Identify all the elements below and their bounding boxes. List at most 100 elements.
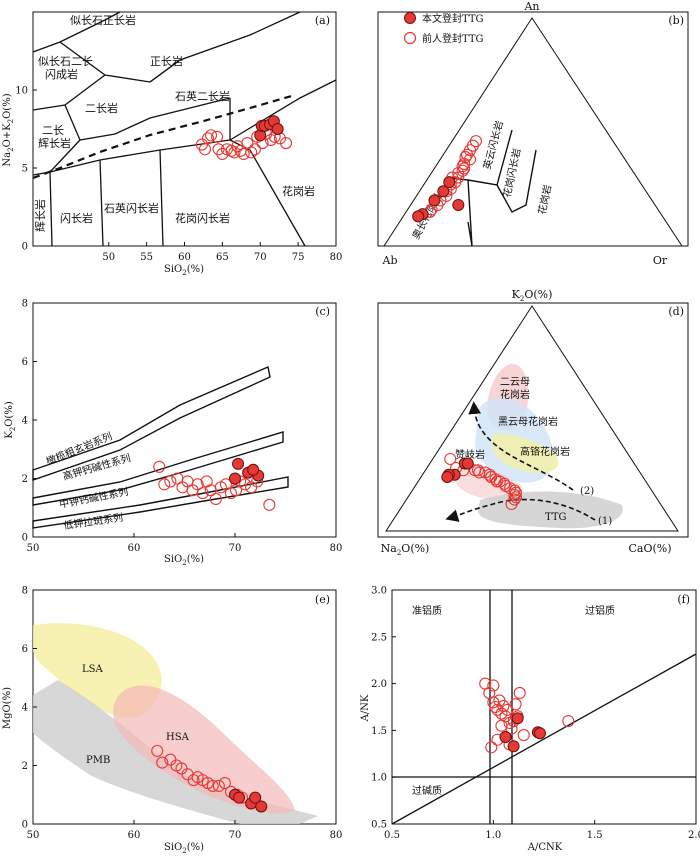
legend-filled-marker — [404, 12, 416, 24]
panel-a-xlabel: SiO2(%) — [164, 264, 204, 277]
field-label: 石英闪长岩 — [104, 201, 159, 215]
field-label: 似长石正长岩 — [70, 13, 136, 27]
x-tick-label: 60 — [178, 252, 191, 263]
y-tick-label: 2 — [22, 474, 28, 485]
x-tick-label: 65 — [216, 252, 229, 263]
y-tick-label: 8 — [22, 299, 28, 310]
data-point-previous — [458, 157, 471, 170]
data-point-previous — [187, 774, 200, 787]
panel-b-triangle — [383, 17, 683, 247]
data-point-present — [229, 472, 241, 485]
field-label: 二云母 — [500, 376, 530, 388]
data-point-present — [428, 194, 441, 207]
panel-a: (a) 似长石正长岩 正长岩 似长石二长 闪成岩 石英二长岩 二长岩 二长 辉长… — [2, 11, 343, 277]
panel-f: (f) 准铝质 过铝质 过碱质 0.5 1.0 1.5 2.0 0.5 1.0 1.5 2.0… — [360, 586, 700, 854]
panel-a-field-labels: 似长石正长岩 正长岩 似长石二长 闪成岩 石英二长岩 二长岩 二长 辉长岩 闪长… — [33, 13, 315, 232]
y-tick-label: 5 — [22, 164, 28, 175]
field-label: 低钾拉斑系列 — [63, 511, 124, 532]
data-point-previous — [501, 703, 514, 716]
data-point-previous — [211, 130, 224, 143]
field-pmb — [33, 680, 318, 824]
data-point-previous — [509, 698, 522, 711]
panel-d-frame — [377, 302, 689, 538]
y-tick-label: 2 — [22, 761, 28, 772]
data-point-present — [443, 176, 456, 189]
field-label: 准铝质 — [412, 605, 442, 617]
data-point-previous — [471, 464, 485, 477]
panel-c-field-labels: 橄榄粗玄岩系列 高钾钙碱性系列 中钾钙碱性系列 低钾拉斑系列 — [44, 430, 132, 532]
field-label: 花岗岩 — [282, 184, 315, 198]
y-tick-label: 0 — [22, 242, 28, 253]
panel-c-label: (c) — [315, 305, 330, 318]
data-point-previous — [487, 679, 500, 692]
panel-e: (e) LSA HSA PMB 50 60 70 80 0 2 4 6 8 SiO2(%) Mg… — [2, 586, 342, 856]
data-point-previous — [201, 132, 215, 145]
field-label: 辉长岩 — [33, 199, 47, 232]
field-label: 二长岩 — [85, 101, 118, 115]
panel-a-field-lines — [32, 11, 337, 247]
y-tick-label: 6 — [22, 357, 28, 368]
data-point-previous — [491, 703, 504, 716]
field-label: 辉长岩 — [38, 136, 71, 150]
y-tick-label: 4 — [22, 416, 28, 427]
trend-arrow-2 — [468, 401, 574, 491]
data-point-present — [232, 457, 245, 470]
x-tick-label: 80 — [330, 252, 343, 263]
field-label: 正长岩 — [150, 54, 183, 68]
data-point-present — [233, 791, 246, 804]
data-point-previous — [228, 146, 241, 159]
data-point-present — [441, 471, 454, 483]
x-tick-label: 80 — [330, 830, 343, 841]
data-point-previous — [164, 475, 177, 488]
panel-e-xlabel: SiO2(%) — [164, 842, 204, 855]
field-label: LSA — [82, 664, 103, 675]
data-point-previous — [156, 756, 169, 769]
panel-c: (c) 橄榄粗玄岩系列 高钾钙碱性系列 中钾钙碱性系列 低钾拉斑系列 50 60 7… — [4, 299, 342, 568]
data-point-previous — [209, 492, 222, 506]
field-label: 似长石二长 — [38, 55, 93, 68]
panel-e-ylabel: MgO(%) — [2, 687, 13, 729]
data-point-previous — [485, 741, 498, 754]
data-point-present — [249, 791, 262, 804]
y-tick-label: 10 — [15, 86, 28, 97]
data-point-previous — [248, 143, 261, 156]
y-tick-label: 8 — [22, 586, 28, 597]
x-tick-label: 75 — [292, 252, 305, 263]
field-label: 石英二长岩 — [175, 89, 230, 103]
y-tick-label: 0.5 — [371, 820, 387, 831]
data-point-previous — [517, 729, 530, 742]
field-label: 花岗闪长岩 — [500, 147, 523, 199]
field-label: 高铬花岗岩 — [520, 445, 570, 458]
panel-c-ylabel: K2O(%) — [4, 401, 17, 439]
data-point-present — [533, 727, 546, 740]
data-point-previous — [239, 478, 252, 491]
panel-b-field-labels: 英云闪长岩 花岗闪长岩 花岗岩 奥长花岗岩 — [409, 119, 554, 241]
x-tick-label: 50 — [27, 830, 40, 841]
panel-d-triangle — [385, 305, 679, 532]
data-point-previous — [495, 719, 508, 732]
data-point-present — [247, 463, 260, 476]
x-tick-label: 50 — [102, 252, 115, 263]
data-point-previous — [509, 486, 522, 499]
data-point-present — [499, 730, 512, 743]
y-tick-label: 6 — [22, 644, 28, 655]
legend-label-previous: 前人登封TTG — [422, 32, 484, 45]
panel-f-xlabel: A/CNK — [527, 842, 563, 853]
x-tick-label: 60 — [128, 830, 141, 841]
field-label: HSA — [166, 732, 190, 743]
x-tick-label: 50 — [27, 543, 40, 554]
field-label: 闪长岩 — [60, 211, 93, 225]
data-point-present — [271, 123, 284, 135]
y-tick-label: 0 — [22, 533, 28, 544]
data-point-present — [452, 198, 465, 211]
data-point-previous — [151, 744, 164, 757]
data-point-previous — [505, 497, 518, 511]
y-tick-label: 1.0 — [371, 773, 387, 784]
field-hsa — [113, 685, 296, 814]
data-point-previous — [153, 460, 166, 473]
x-tick-label: 70 — [229, 830, 242, 841]
y-tick-label: 2.0 — [371, 679, 387, 690]
panel-a-frame — [32, 11, 337, 247]
